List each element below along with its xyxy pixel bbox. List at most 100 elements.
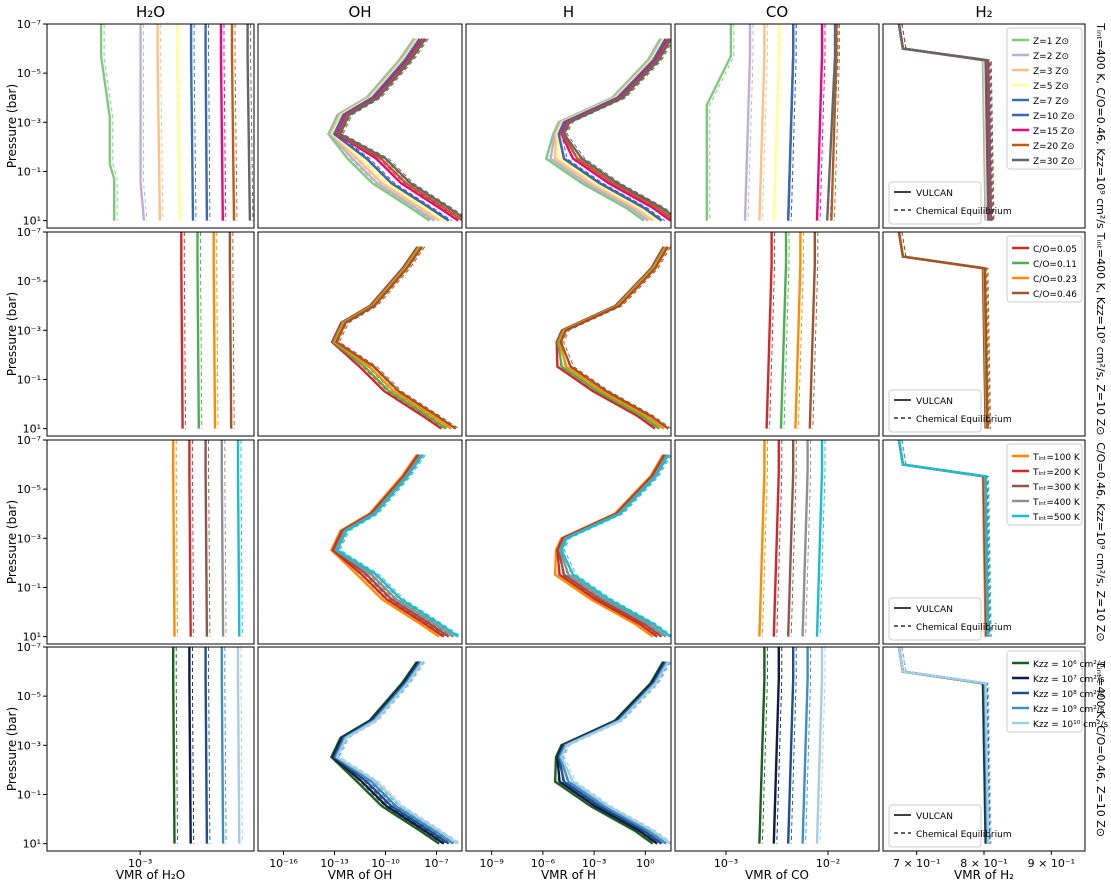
panel-frame xyxy=(465,23,672,229)
series-line-H-4 xyxy=(559,246,670,430)
legend-label: Z=3 Z⊙ xyxy=(1033,67,1069,77)
series-line-CO-1 xyxy=(758,647,766,844)
series-line-OH-3 xyxy=(332,661,450,845)
y-tick-label: 10¹ xyxy=(23,423,41,436)
legend-label: Tᵢₙₜ=100 K xyxy=(1032,453,1081,463)
equilibrium-line-CO-1 xyxy=(761,647,768,844)
series-line-CO-2 xyxy=(772,440,780,637)
series-line-H2O-2 xyxy=(139,24,146,221)
panel-r1-OH xyxy=(257,23,463,229)
panel-r1-H xyxy=(465,23,672,229)
x-axis-label-H2O: VMR of H₂O xyxy=(116,868,185,882)
equilibrium-line-H2O-1 xyxy=(175,440,178,637)
equilibrium-line-H2O-3 xyxy=(216,232,219,429)
y-tick-label: 10⁻¹ xyxy=(17,581,41,594)
y-tick-label: 10⁻³ xyxy=(17,116,41,129)
style-legend-equilibrium: Chemical Equilibrium xyxy=(916,623,1012,633)
series-line-H2O-4 xyxy=(220,647,225,844)
panel-r2-H2O: 10⁻⁷ 10⁻⁵ 10⁻³ 10⁻¹ 10¹ xyxy=(17,226,255,437)
legend-row1: Z=1 Z⊙ Z=2 Z⊙ Z=3 Z⊙ Z=5 Z⊙ Z=7 Z⊙ Z=10 Z⊙ Z=1… xyxy=(1006,27,1083,170)
series-line-OH-4 xyxy=(334,661,455,845)
panel-frame xyxy=(46,439,255,645)
legend-row2: C/O=0.05 C/O=0.11 C/O=0.23 C/O=0.46 xyxy=(1006,235,1083,303)
series-line-H-9 xyxy=(562,38,671,216)
series-line-CO-4 xyxy=(801,647,809,844)
series-line-H2O-6 xyxy=(204,24,209,221)
equilibrium-line-OH-2 xyxy=(335,454,448,637)
style-legend-row3: VULCAN Chemical Equilibrium xyxy=(888,597,1012,641)
legend-label: C/O=0.05 xyxy=(1033,245,1077,255)
legend-box xyxy=(1006,27,1083,170)
panel-r3-OH xyxy=(257,439,463,645)
equilibrium-line-H2O-5 xyxy=(193,24,197,221)
equilibrium-line-H2O-2 xyxy=(191,440,195,637)
row-label-2: Tᵢₙₜ=400 K, Kzz=10⁹ cm²/s, Z=10 Z⊙ xyxy=(1094,232,1107,436)
equilibrium-line-CO-3 xyxy=(790,440,797,637)
equilibrium-line-CO-5 xyxy=(819,647,826,844)
equilibrium-line-CO-4 xyxy=(776,24,783,221)
y-tick-label: 10⁻³ xyxy=(17,324,41,337)
equilibrium-line-H2O-1 xyxy=(103,24,118,221)
legend-box xyxy=(1006,443,1083,526)
equilibrium-line-OH-2 xyxy=(335,246,450,429)
series-line-OH-4 xyxy=(334,454,455,638)
series-line-OH-3 xyxy=(333,246,452,430)
y-axis-label-row2: Pressure (bar) xyxy=(5,292,19,376)
equilibrium-line-CO-3 xyxy=(790,647,797,844)
equilibrium-line-H2-5 xyxy=(901,440,992,637)
y-tick-label: 10⁻³ xyxy=(17,739,41,752)
series-line-OH-1 xyxy=(329,661,440,845)
series-line-CO-2 xyxy=(779,232,788,429)
style-legend-equilibrium: Chemical Equilibrium xyxy=(916,207,1012,217)
equilibrium-line-CO-2 xyxy=(776,647,783,844)
equilibrium-line-H2O-9 xyxy=(250,24,254,221)
panel-frame xyxy=(257,23,463,229)
equilibrium-line-H2O-1 xyxy=(175,647,178,844)
panel-frame xyxy=(465,646,672,852)
series-line-CO-3 xyxy=(787,647,795,844)
series-line-OH-2 xyxy=(331,454,445,638)
x-tick-label: 7 × 10⁻¹ xyxy=(893,857,940,870)
series-line-H2O-5 xyxy=(189,24,195,221)
series-line-CO-3 xyxy=(787,440,795,637)
style-legend-equilibrium: Chemical Equilibrium xyxy=(916,830,1012,840)
equilibrium-line-H2O-3 xyxy=(160,24,164,221)
panel-frame xyxy=(46,231,255,437)
equilibrium-line-H2O-4 xyxy=(224,440,227,637)
equilibrium-line-OH-3 xyxy=(337,246,455,429)
row-label-4: Tᵢₙₜ=400 K, C/O=0.46, Z=10 Z⊙ xyxy=(1094,660,1107,837)
style-legend-vulcan: VULCAN xyxy=(916,397,953,407)
equilibrium-line-OH-8 xyxy=(341,38,462,219)
equilibrium-line-CO-2 xyxy=(783,232,790,429)
style-legend-vulcan: VULCAN xyxy=(916,605,953,615)
style-legend-box xyxy=(888,597,982,641)
series-line-CO-2 xyxy=(772,647,780,844)
x-axis-label-H2: VMR of H₂ xyxy=(954,868,1014,882)
panel-r3-H2: Tᵢₙₜ=100 K Tᵢₙₜ=200 K Tᵢₙₜ=300 K Tᵢₙₜ=400 K… xyxy=(882,439,1086,645)
series-line-H2O-2 xyxy=(196,232,200,429)
style-legend-row1: VULCAN Chemical Equilibrium xyxy=(888,181,1012,225)
y-tick-label: 10⁻³ xyxy=(17,532,41,545)
equilibrium-line-H-9 xyxy=(566,43,671,213)
equilibrium-line-CO-6 xyxy=(790,24,797,221)
equilibrium-line-OH-1 xyxy=(333,454,443,637)
panel-frame xyxy=(257,439,463,645)
series-line-CO-5 xyxy=(815,647,824,844)
y-axis-label-row1: Pressure (bar) xyxy=(5,84,19,168)
panel-r2-H xyxy=(465,231,672,437)
panel-r3-CO xyxy=(674,439,880,645)
x-tick-label: 10⁻⁷ xyxy=(424,857,448,870)
panel-frame xyxy=(465,439,672,645)
equilibrium-line-H2-8 xyxy=(901,24,994,221)
column-title-H2: H₂ xyxy=(975,3,992,21)
series-line-H2O-1 xyxy=(99,24,116,221)
equilibrium-line-CO-7 xyxy=(819,24,826,221)
legend-label: Z=2 Z⊙ xyxy=(1033,52,1069,62)
equilibrium-line-H-5 xyxy=(563,454,671,636)
equilibrium-line-H2O-6 xyxy=(208,24,211,221)
series-line-OH-9 xyxy=(338,38,462,219)
equilibrium-line-CO-1 xyxy=(761,440,768,637)
series-line-H2O-2 xyxy=(188,647,192,844)
legend-box xyxy=(1006,235,1083,303)
